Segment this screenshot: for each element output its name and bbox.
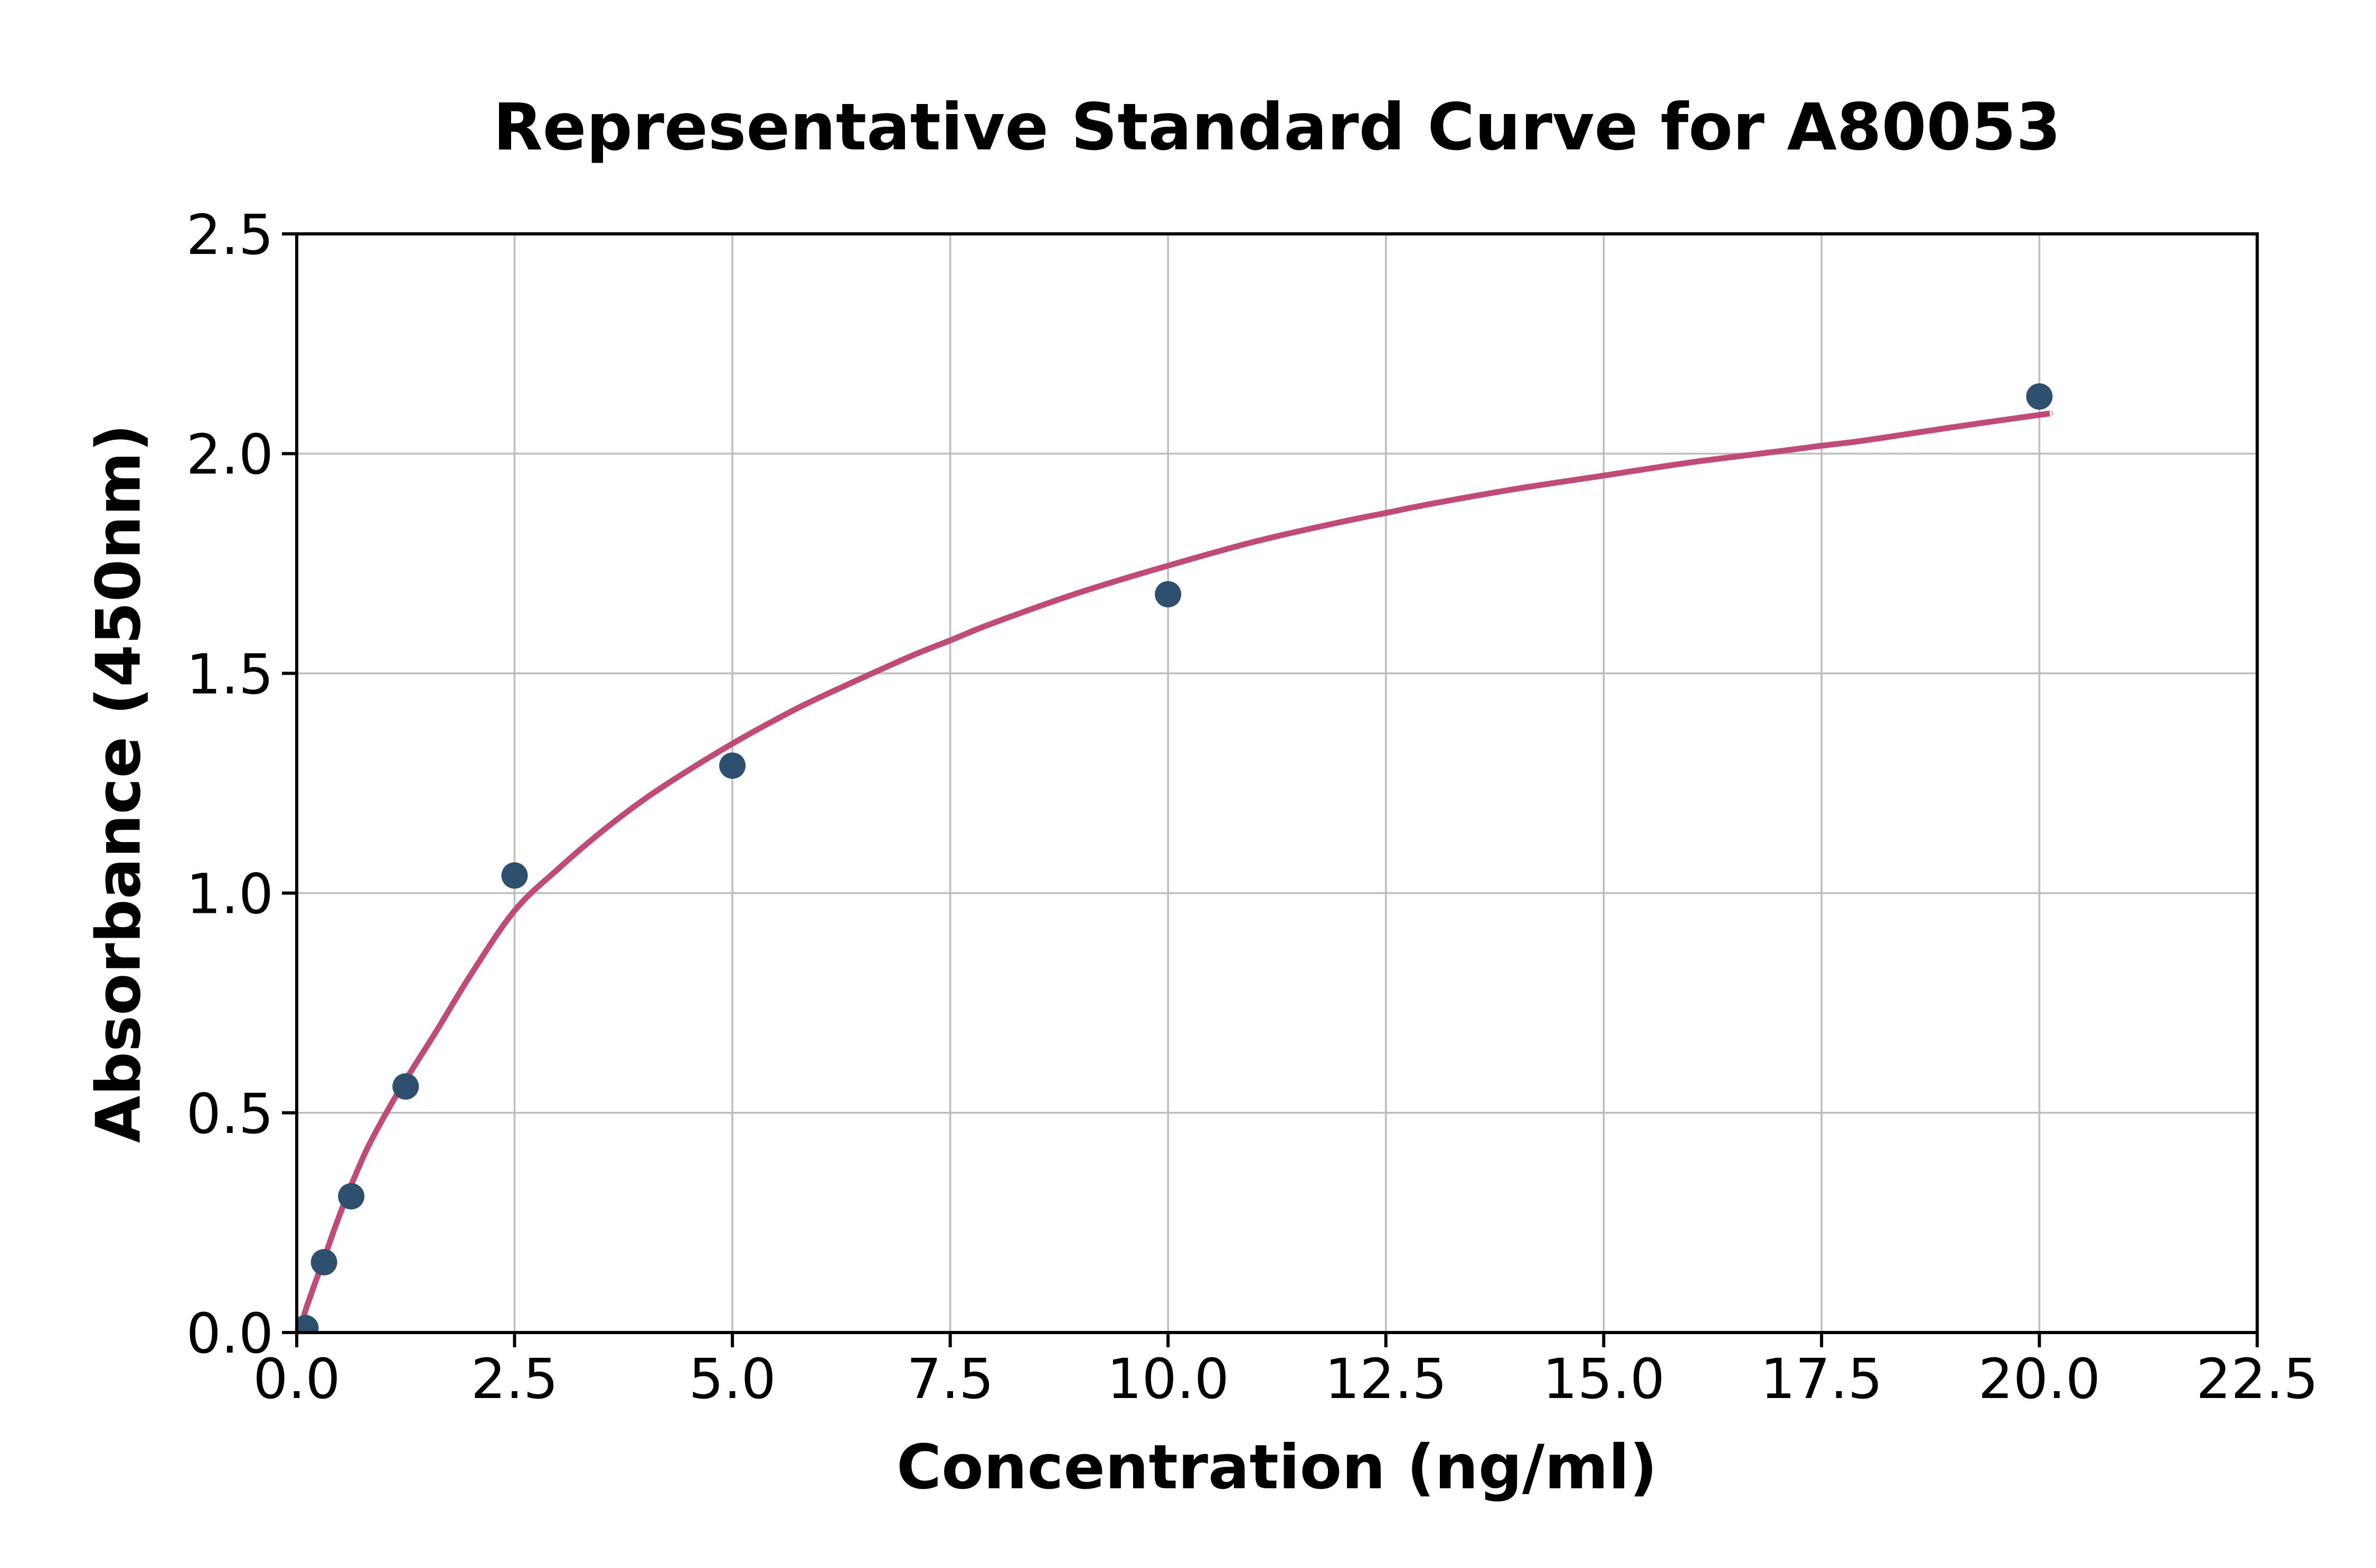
x-tick-label: 0.0 (253, 1347, 340, 1411)
axes-box (295, 232, 2259, 1334)
x-tick-label: 2.5 (471, 1347, 558, 1411)
y-tick-label: 0.0 (186, 1301, 274, 1366)
x-tick-label: 5.0 (689, 1347, 776, 1411)
data-point (297, 1315, 319, 1333)
x-tick-label: 22.5 (2196, 1347, 2318, 1411)
x-tick-label: 7.5 (907, 1347, 994, 1411)
y-tick-label: 2.0 (186, 422, 274, 487)
x-tick-label: 17.5 (1760, 1347, 1883, 1411)
data-point (1155, 581, 1182, 608)
data-point (719, 752, 746, 779)
y-tick-label: 2.5 (186, 203, 274, 267)
data-point (310, 1249, 337, 1276)
x-tick-label: 15.0 (1543, 1347, 1665, 1411)
y-tick-label: 1.0 (186, 862, 274, 927)
y-tick-label: 0.5 (186, 1082, 274, 1146)
x-tick-label: 10.0 (1107, 1347, 1229, 1411)
fit-curve (297, 410, 2053, 1333)
x-tick-label: 12.5 (1325, 1347, 1447, 1411)
data-point (501, 862, 528, 889)
y-tick-label: 1.5 (186, 642, 274, 706)
data-point (392, 1073, 419, 1100)
x-axis-label: Concentration (ng/ml) (897, 1432, 1657, 1503)
y-axis-label: Absorbance (450nm) (83, 423, 155, 1144)
chart-title: Representative Standard Curve for A80053 (493, 90, 2061, 165)
x-tick-label: 20.0 (1978, 1347, 2101, 1411)
data-point (338, 1183, 365, 1210)
data-point (2026, 383, 2053, 410)
